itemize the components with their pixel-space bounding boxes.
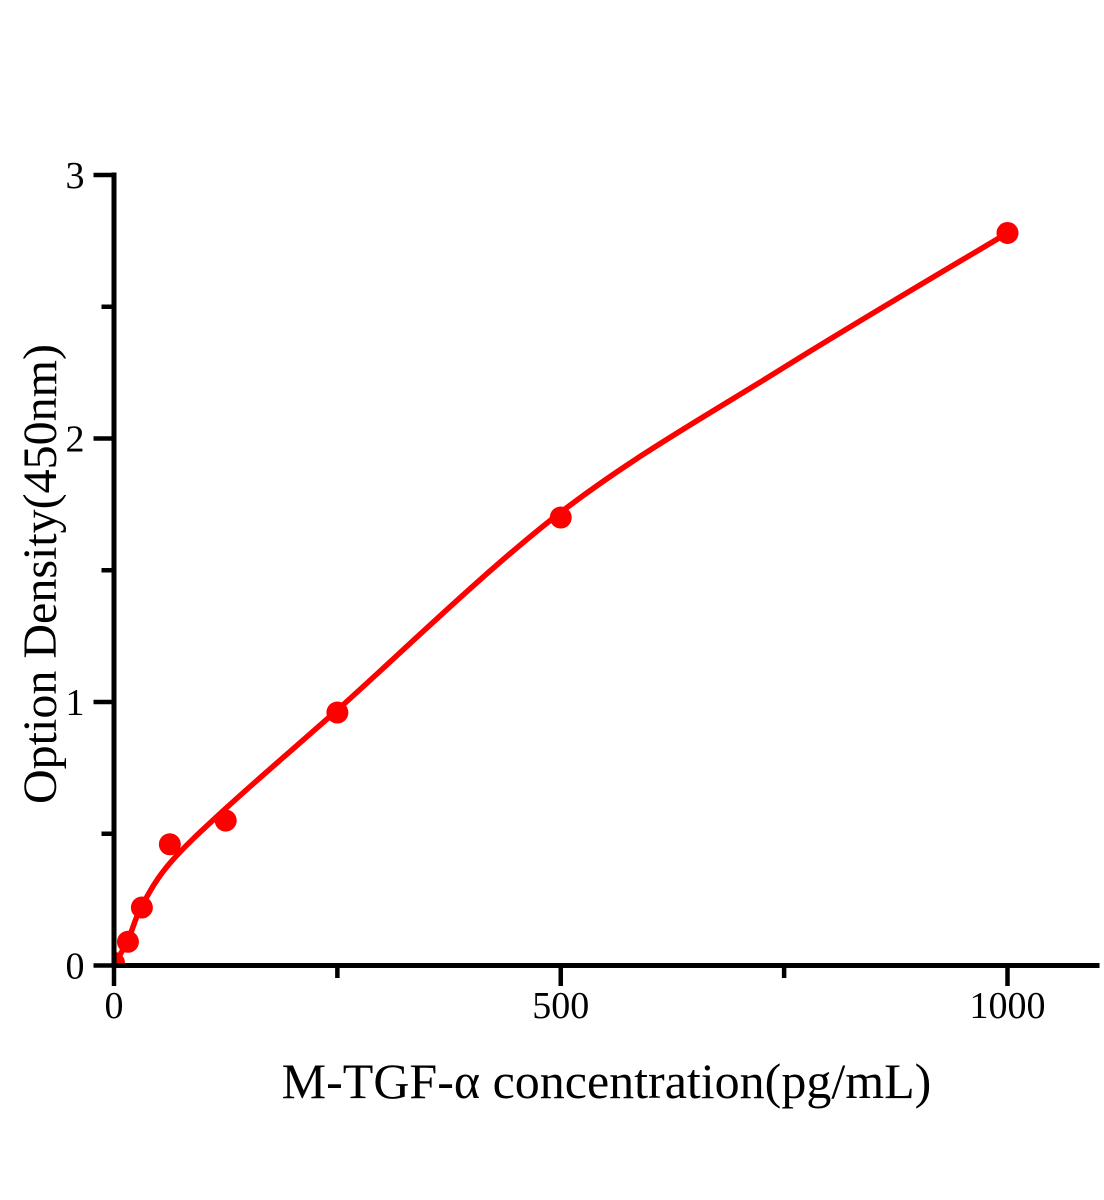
data-point	[549, 506, 572, 529]
x-tick-label: 1000	[970, 985, 1046, 1027]
data-point	[996, 221, 1019, 244]
y-tick-label: 0	[66, 946, 85, 988]
y-tick-label: 1	[66, 682, 85, 724]
data-point	[158, 833, 181, 856]
data-point	[116, 930, 139, 953]
y-tick-label: 2	[66, 419, 85, 461]
data-point	[116, 952, 125, 963]
x-tick-label: 500	[532, 985, 589, 1027]
data-point	[214, 809, 237, 832]
y-tick-label: 3	[66, 155, 85, 197]
data-point	[130, 896, 153, 919]
data-series-layer	[116, 221, 1019, 963]
fit-curve	[116, 230, 1011, 963]
x-tick-label: 0	[105, 985, 124, 1027]
data-point	[326, 701, 349, 724]
